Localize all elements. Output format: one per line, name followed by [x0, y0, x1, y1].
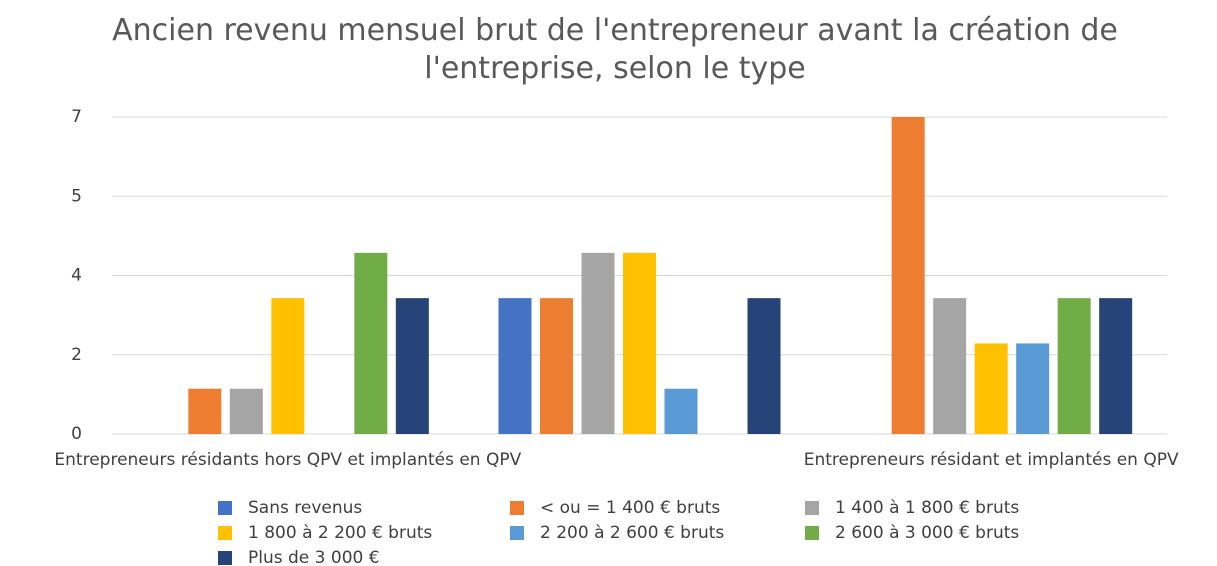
- legend-label: 2 600 à 3 000 € bruts: [835, 523, 1019, 543]
- bar: [1099, 298, 1133, 434]
- legend-swatch: [218, 501, 232, 515]
- legend-label: 1 400 à 1 800 € bruts: [835, 498, 1019, 518]
- legend-swatch: [218, 526, 232, 540]
- y-tick-label: 2: [71, 345, 82, 365]
- y-tick-label: 0: [71, 424, 82, 444]
- bar: [933, 298, 967, 434]
- bar: [581, 252, 615, 434]
- x-tick-label: Entrepreneurs résidant et implantés en Q…: [804, 450, 1179, 470]
- bar: [747, 298, 781, 434]
- bar: [354, 252, 388, 434]
- y-tick-label: 4: [71, 266, 82, 286]
- bar: [540, 298, 573, 434]
- legend-swatch: [218, 551, 232, 565]
- y-tick-label: 5: [71, 186, 82, 206]
- legend-swatch: [510, 501, 524, 515]
- legend-label: Sans revenus: [248, 498, 362, 518]
- y-tick-label: 7: [71, 107, 82, 127]
- bar: [974, 343, 1008, 434]
- legend-swatch: [805, 526, 819, 540]
- bar: [1057, 298, 1091, 434]
- bar: [395, 298, 429, 434]
- legend-label: < ou = 1 400 € bruts: [540, 498, 720, 518]
- chart-title: Ancien revenu mensuel brut de l'entrepre…: [112, 13, 1118, 86]
- x-tick-label: Entrepreneurs résidants hors QPV et impl…: [54, 450, 521, 470]
- bar: [229, 388, 263, 434]
- bar: [1016, 343, 1050, 434]
- bar: [664, 388, 698, 434]
- legend-label: 2 200 à 2 600 € bruts: [540, 523, 724, 543]
- legend-swatch: [805, 501, 819, 515]
- bar: [498, 298, 532, 434]
- legend-label: Plus de 3 000 €: [248, 548, 380, 566]
- bar: [188, 388, 222, 434]
- bar: [623, 252, 656, 434]
- legend-label: 1 800 à 2 200 € bruts: [248, 523, 432, 543]
- bar: [271, 298, 305, 434]
- bar: [891, 117, 925, 434]
- legend-swatch: [510, 526, 524, 540]
